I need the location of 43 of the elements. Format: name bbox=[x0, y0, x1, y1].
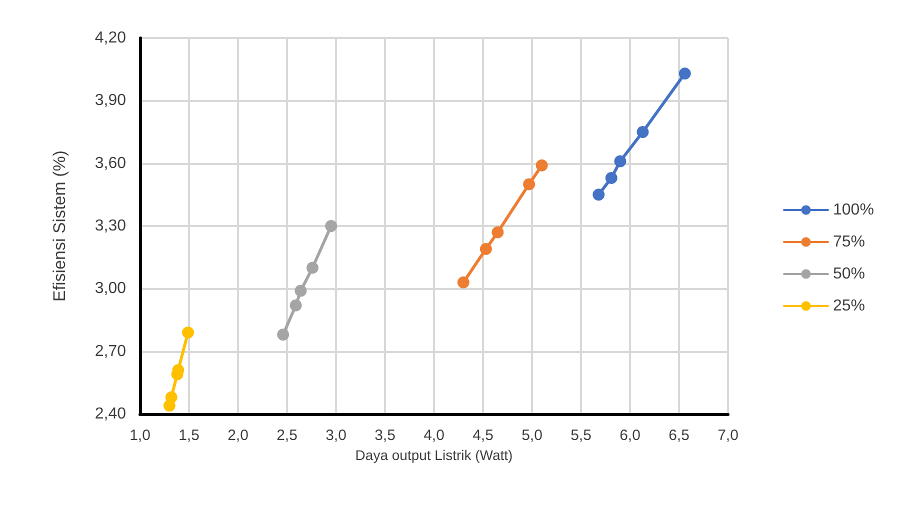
legend-label: 75% bbox=[833, 234, 866, 250]
x-tick-label: 7,0 bbox=[718, 427, 738, 444]
y-axis-title: Efisiensi Sistem (%) bbox=[50, 150, 69, 302]
x-tick-label: 3,5 bbox=[374, 427, 396, 444]
y-tick-label: 3,30 bbox=[94, 218, 126, 234]
x-tick-label: 1,5 bbox=[178, 427, 200, 444]
x-tick-label: 3,0 bbox=[326, 427, 346, 444]
point bbox=[492, 226, 504, 238]
point bbox=[182, 326, 194, 339]
point bbox=[325, 220, 338, 232]
y-tick-label: 2,40 bbox=[94, 406, 126, 422]
x-tick-label: 2,5 bbox=[276, 427, 298, 444]
point bbox=[605, 172, 618, 184]
y-tick-label: 3,90 bbox=[94, 92, 126, 110]
point bbox=[536, 159, 548, 172]
point bbox=[165, 391, 178, 404]
y-tick-label: 4,20 bbox=[94, 30, 126, 46]
x-tick-label: 1,0 bbox=[130, 427, 150, 444]
point bbox=[614, 155, 626, 168]
x-tick-label: 5,5 bbox=[570, 427, 592, 444]
point bbox=[480, 242, 492, 255]
x-tick-label: 6,0 bbox=[620, 427, 640, 444]
point bbox=[678, 68, 691, 80]
x-tick-label: 5,0 bbox=[522, 427, 542, 444]
y-tick-label: 2,70 bbox=[94, 342, 126, 360]
point bbox=[592, 188, 605, 201]
y-tick-label: 3,60 bbox=[94, 154, 126, 172]
x-tick-label: 2,0 bbox=[228, 427, 248, 444]
point bbox=[277, 328, 290, 341]
y-tick-label: 3,00 bbox=[94, 280, 126, 298]
x-tick-label: 4,0 bbox=[424, 427, 444, 444]
point bbox=[294, 284, 307, 297]
x-tick-label: 6,5 bbox=[668, 427, 690, 444]
legend-label: 25% bbox=[833, 298, 866, 314]
point bbox=[290, 299, 302, 312]
x-tick-label: 4,5 bbox=[472, 427, 494, 444]
legend-label: 50% bbox=[833, 266, 866, 282]
point bbox=[523, 178, 536, 190]
legend-label: 100% bbox=[833, 202, 874, 218]
x-axis-title: Daya output Listrik (Watt) bbox=[355, 446, 513, 463]
point bbox=[636, 126, 649, 138]
point bbox=[457, 276, 470, 288]
point bbox=[306, 262, 318, 274]
